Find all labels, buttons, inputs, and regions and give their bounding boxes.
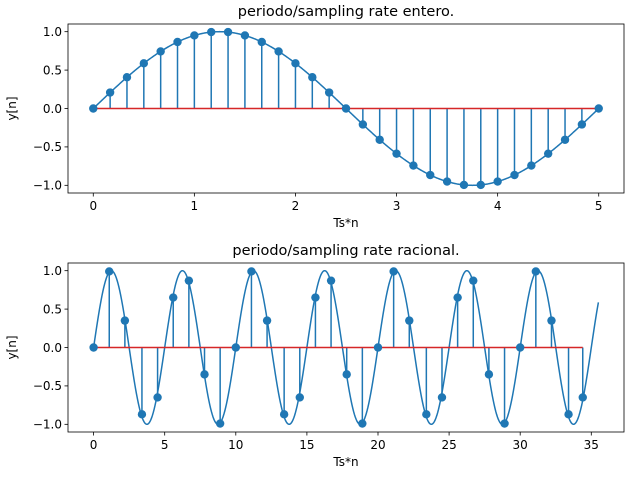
stem-marker xyxy=(476,180,485,190)
stem-marker xyxy=(262,316,272,325)
stem-marker xyxy=(215,419,225,428)
y-axis-label: y[n] xyxy=(5,96,19,120)
stem-marker xyxy=(437,393,447,402)
x-tick-label: 35 xyxy=(584,438,599,452)
stem-marker xyxy=(139,59,149,68)
stem-marker xyxy=(342,370,351,379)
stem-marker xyxy=(500,419,509,428)
stem-marker xyxy=(105,88,115,97)
stem-marker xyxy=(422,410,431,419)
stem-marker xyxy=(308,73,317,82)
y-tick-label: −0.5 xyxy=(33,379,62,393)
stem-marker xyxy=(89,104,98,113)
y-tick-label: 0.5 xyxy=(43,63,62,77)
stem-marker xyxy=(153,393,162,402)
subplot-integer-rate: periodo/sampling rate entero. 0 1 2 3 4 5 −1.0 −… xyxy=(5,4,625,230)
stem-marker xyxy=(578,393,587,402)
stem-marker xyxy=(326,276,336,285)
stem-marker xyxy=(577,120,587,129)
x-tick-label: 30 xyxy=(513,438,528,452)
stem-marker xyxy=(453,293,462,302)
x-tick-label: 1 xyxy=(191,199,199,213)
stem-marker xyxy=(311,293,320,302)
stem-marker xyxy=(469,276,478,285)
stem-marker xyxy=(341,104,351,113)
stem-marker xyxy=(560,135,570,144)
stem-marker xyxy=(120,316,130,325)
stem-marker xyxy=(543,149,553,158)
stem-marker xyxy=(231,343,240,352)
stem-marker xyxy=(389,267,398,276)
stem-marker xyxy=(442,177,452,186)
stem-marker xyxy=(358,120,368,129)
x-tick-label: 25 xyxy=(441,438,456,452)
stem-marker xyxy=(493,177,502,186)
stem-marker xyxy=(392,149,401,158)
y-tick-label: 0.0 xyxy=(43,102,62,116)
x-tick-label: 10 xyxy=(228,438,243,452)
chart-title: periodo/sampling rate entero. xyxy=(238,4,454,20)
x-tick-label: 0 xyxy=(90,438,98,452)
stem-marker xyxy=(291,59,300,68)
stem-marker xyxy=(459,180,469,190)
stem-marker xyxy=(515,343,525,352)
x-tick-label: 3 xyxy=(393,199,401,213)
stem-marker xyxy=(510,170,519,180)
y-tick-label: 1.0 xyxy=(43,264,62,278)
x-tick-label: 4 xyxy=(494,199,502,213)
stem-marker xyxy=(358,419,367,428)
stem-marker xyxy=(375,135,384,144)
stem-marker xyxy=(274,47,283,56)
stem-marker xyxy=(426,170,435,180)
y-tick-label: −1.0 xyxy=(33,418,62,432)
y-tick-label: 0.0 xyxy=(43,341,62,355)
stem-marker xyxy=(594,104,603,113)
x-tick-label: 0 xyxy=(89,199,97,213)
stem-marker xyxy=(247,267,256,276)
stem-marker xyxy=(169,293,178,302)
subplot-rational-rate: periodo/sampling rate racional. 0 5 10 15 20 2… xyxy=(5,243,625,469)
stem-marker xyxy=(240,31,250,40)
stem-marker xyxy=(105,267,114,276)
stem-marker xyxy=(484,370,494,379)
stem-marker xyxy=(223,27,233,37)
stem-marker xyxy=(184,276,194,285)
x-tick-label: 5 xyxy=(595,199,603,213)
x-tick-label: 2 xyxy=(292,199,300,213)
x-tick-label: 15 xyxy=(299,438,314,452)
stem-marker xyxy=(257,37,266,47)
stem-marker xyxy=(122,73,132,82)
y-tick-label: 1.0 xyxy=(43,25,62,39)
x-axis-label: Ts*n xyxy=(332,216,358,230)
x-tick-label: 20 xyxy=(370,438,385,452)
x-tick-label: 5 xyxy=(161,438,169,452)
stem-marker xyxy=(207,27,216,37)
stem-marker xyxy=(173,37,182,47)
y-tick-label: −1.0 xyxy=(33,179,62,193)
stem-marker xyxy=(405,316,414,325)
stem-marker xyxy=(156,47,165,56)
stem-marker xyxy=(295,393,304,402)
x-axis-label: Ts*n xyxy=(332,455,358,469)
stem-marker xyxy=(373,343,383,352)
stem-marker xyxy=(531,267,541,276)
stem-marker xyxy=(324,88,334,97)
y-axis-label: y[n] xyxy=(5,335,19,359)
chart-title: periodo/sampling rate racional. xyxy=(232,243,459,259)
stem-marker xyxy=(527,161,536,170)
stem-marker xyxy=(200,370,209,379)
stem-marker xyxy=(547,316,556,325)
stem-marker xyxy=(564,410,573,419)
stem-marker xyxy=(89,343,98,352)
stem-marker xyxy=(279,410,289,419)
stem-marker xyxy=(409,161,418,170)
stem-marker xyxy=(137,410,147,419)
y-tick-label: 0.5 xyxy=(43,302,62,316)
y-tick-label: −0.5 xyxy=(33,140,62,154)
stem-marker xyxy=(190,31,199,40)
